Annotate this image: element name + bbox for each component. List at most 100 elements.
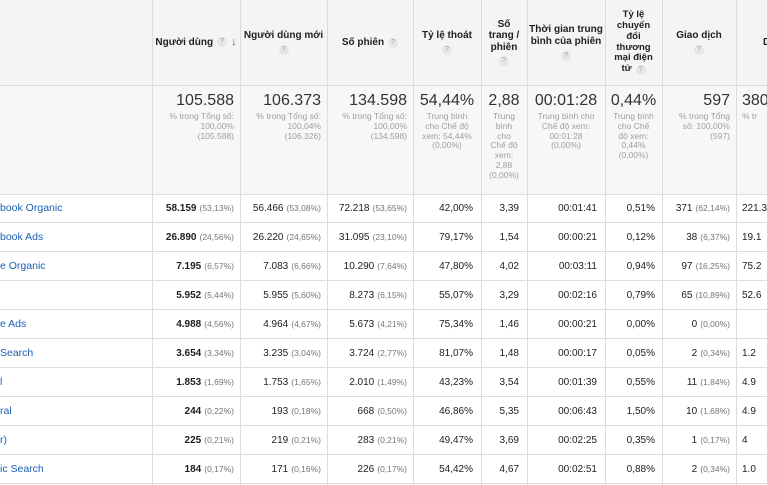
cell-revenue: 4 [736,426,767,455]
cell-new-users: 7.083 (6,66%) [240,252,327,281]
total-note: (106.326) [284,130,321,141]
cell-transactions: 65 (10,89%) [662,281,736,310]
help-icon[interactable]: ? [635,64,646,75]
transactions-percent: (1,68%) [700,406,730,416]
users-value: 7.195 [176,261,202,272]
source-link[interactable]: ic Search [0,455,150,484]
cell-revenue [736,310,767,339]
bounce-value: 55,07% [439,290,473,301]
total-note: (105.588) [197,130,234,141]
cell-transactions: 0 (0,00%) [662,310,736,339]
help-icon[interactable]: ? [442,45,452,56]
new-users-value: 4.964 [263,319,289,330]
conversion-value: 0,51% [626,203,655,214]
revenue-value: 19.1 [742,232,762,243]
source-link[interactable]: e Ads [0,310,150,339]
cell-pages-per-session: 1,48 [481,339,527,368]
source-link[interactable]: Search [0,339,150,368]
source-link[interactable]: l [0,368,150,397]
pages-value: 1,54 [499,232,519,243]
cell-revenue: 1.0 [736,455,767,484]
totals-row [0,85,767,194]
users-percent: (0,17%) [204,464,234,474]
help-icon[interactable]: ? [694,45,704,56]
cell-pages-per-session: 3,29 [481,281,527,310]
source-link[interactable]: book Ads [0,223,150,252]
source-link[interactable]: ral [0,397,150,426]
cell-transactions: 1 (0,17%) [662,426,736,455]
duration-value: 00:03:11 [558,261,597,272]
column-header-avg-session-duration[interactable]: Thời gian trung bình của phiên ? [527,0,605,85]
source-link[interactable]: book Organic [0,194,150,223]
header-label-line: trang / [488,30,520,42]
cell-pages-per-session: 1,46 [481,310,527,339]
transactions-percent: (16,25%) [695,261,731,271]
column-header-users[interactable]: Người dùng ? ↓ [152,0,240,85]
help-icon[interactable]: ? [388,37,399,48]
duration-value: 00:00:17 [558,348,597,359]
total-users: 105.588 % trong Tổng số: 100,00% (105.58… [152,92,240,141]
total-value: 54,44% [419,92,475,109]
cell-new-users: 171 (0,16%) [240,455,327,484]
users-value: 58.159 [165,203,197,214]
source-label: book Ads [0,231,44,243]
cell-users: 58.159 (53,13%) [152,194,240,223]
transactions-value: 2 [691,348,698,359]
cell-revenue: 52.6 [736,281,767,310]
duration-value: 00:00:21 [558,319,597,330]
column-header-transactions[interactable]: Giao dịch ? [662,0,736,85]
total-transactions: 597 % trong Tổng số: 100,00% (597) [662,92,736,141]
cell-sessions: 283 (0,21%) [327,426,413,455]
cell-revenue: 19.1 [736,223,767,252]
transactions-percent: (0,34%) [700,348,730,358]
header-label-line: Thời gian trung [529,24,603,35]
header-label: Người dùng [155,36,214,48]
users-percent: (0,21%) [204,435,234,445]
cell-avg-session-duration: 00:01:41 [527,194,605,223]
column-header-sessions[interactable]: Số phiên ? [327,0,413,85]
conversion-value: 0,35% [626,435,655,446]
cell-sessions: 31.095 (23,10%) [327,223,413,252]
cell-users: 5.952 (5,44%) [152,281,240,310]
source-label: e Organic [0,260,46,272]
total-value: 00:01:28 [534,92,598,109]
help-icon[interactable]: ? [499,56,509,67]
transactions-value: 371 [675,203,693,214]
help-icon[interactable]: ? [561,51,571,61]
column-header-bounce-rate[interactable]: Tỷ lệ thoát ? [413,0,481,85]
users-value: 1.853 [176,377,202,388]
column-header-new-users[interactable]: Người dùng mới ? [240,0,327,85]
total-value: 2,88 [488,92,520,109]
total-note: Trung bình [426,111,468,121]
source-link[interactable]: r) [0,426,150,455]
source-link[interactable] [0,281,150,310]
revenue-value: 1.0 [742,464,756,475]
column-header-pages-per-session[interactable]: Số trang / phiên ? [481,0,527,85]
column-header-revenue[interactable]: D [736,0,767,85]
column-header-conversion-rate[interactable]: Tỷ lệ chuyển đổi thương mại điện tử ? [605,0,662,85]
users-percent: (1,69%) [204,377,234,387]
revenue-value: 4 [742,435,748,446]
users-value: 244 [184,406,202,417]
pages-value: 3,29 [499,290,519,301]
bounce-value: 75,34% [439,319,473,330]
bounce-value: 43,23% [439,377,473,388]
help-icon[interactable]: ? [217,37,228,48]
header-label-line: thương [616,41,651,53]
row-divider [0,309,767,310]
sessions-value: 2.010 [349,377,375,388]
new-users-value: 5.955 [263,290,289,301]
help-icon[interactable]: ? [278,45,289,56]
header-label-line: bình của phiên [530,35,602,47]
transactions-value: 10 [686,406,698,417]
total-note: cho Chế [617,120,650,131]
total-pages-per-session: 2,88 Trung bình cho Chế độ xem: 2,88 (0,… [481,92,527,180]
new-users-value: 193 [271,406,289,417]
sort-descending-icon[interactable]: ↓ [231,36,237,49]
sessions-percent: (0,17%) [377,464,407,474]
divider [527,0,528,485]
divider [240,0,241,485]
source-link[interactable]: e Organic [0,252,150,281]
cell-new-users: 5.955 (5,60%) [240,281,327,310]
divider [152,0,153,485]
